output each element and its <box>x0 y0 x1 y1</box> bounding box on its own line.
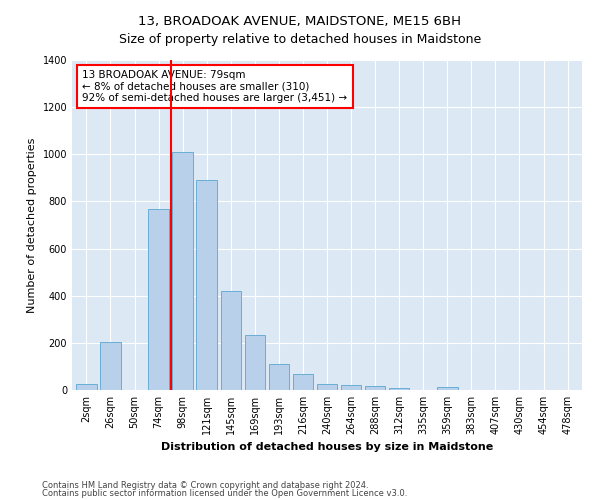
Bar <box>317 384 337 390</box>
Text: 13, BROADOAK AVENUE, MAIDSTONE, ME15 6BH: 13, BROADOAK AVENUE, MAIDSTONE, ME15 6BH <box>139 15 461 28</box>
Bar <box>269 364 289 390</box>
Bar <box>148 208 169 390</box>
Bar <box>365 386 385 390</box>
Bar <box>76 384 97 390</box>
Bar <box>341 386 361 390</box>
Text: 13 BROADOAK AVENUE: 79sqm
← 8% of detached houses are smaller (310)
92% of semi-: 13 BROADOAK AVENUE: 79sqm ← 8% of detach… <box>82 70 347 103</box>
Text: Size of property relative to detached houses in Maidstone: Size of property relative to detached ho… <box>119 32 481 46</box>
Bar <box>293 374 313 390</box>
Bar <box>437 386 458 390</box>
Bar <box>196 180 217 390</box>
Y-axis label: Number of detached properties: Number of detached properties <box>27 138 37 312</box>
X-axis label: Distribution of detached houses by size in Maidstone: Distribution of detached houses by size … <box>161 442 493 452</box>
Bar <box>221 291 241 390</box>
Bar <box>389 388 409 390</box>
Text: Contains public sector information licensed under the Open Government Licence v3: Contains public sector information licen… <box>42 489 407 498</box>
Text: Contains HM Land Registry data © Crown copyright and database right 2024.: Contains HM Land Registry data © Crown c… <box>42 480 368 490</box>
Bar <box>172 152 193 390</box>
Bar <box>100 342 121 390</box>
Bar <box>245 334 265 390</box>
